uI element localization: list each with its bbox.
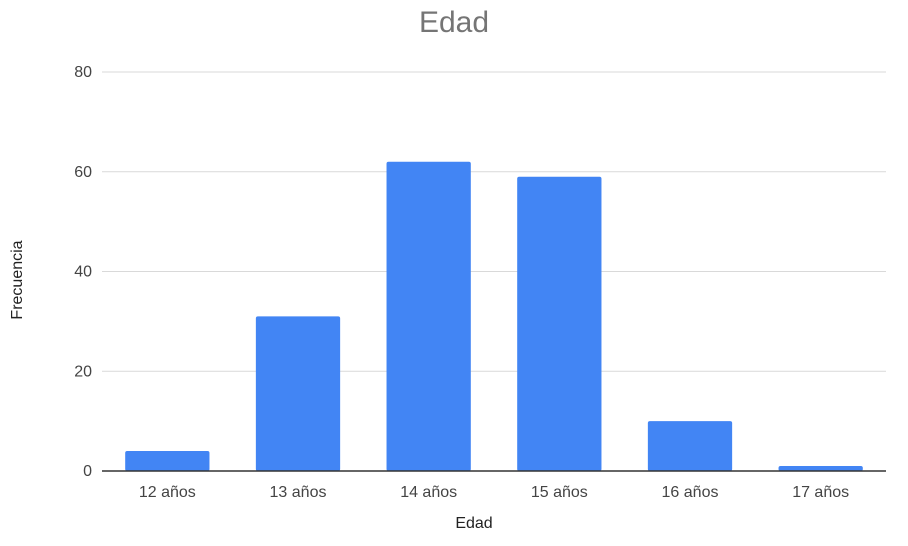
x-tick-label: 16 años	[662, 484, 719, 501]
bar	[255, 316, 341, 471]
bar	[647, 421, 733, 471]
chart-title: Edad	[418, 6, 490, 39]
bar	[125, 451, 210, 471]
y-tick-label: 0	[83, 463, 92, 480]
y-tick-label: 40	[74, 264, 92, 281]
bar	[778, 466, 863, 471]
y-tick-label: 80	[74, 64, 92, 81]
y-tick-label: 60	[74, 164, 92, 181]
x-axis-label: Edad	[455, 515, 493, 532]
x-tick-label: 12 años	[139, 484, 196, 501]
x-tick-label: 14 años	[400, 484, 457, 501]
x-tick-label: 15 años	[531, 484, 588, 501]
bar	[517, 176, 602, 472]
y-tick-label: 20	[74, 363, 92, 380]
bar	[386, 161, 471, 471]
x-tick-label: 17 años	[792, 484, 849, 501]
x-tick-label: 13 años	[270, 484, 327, 501]
